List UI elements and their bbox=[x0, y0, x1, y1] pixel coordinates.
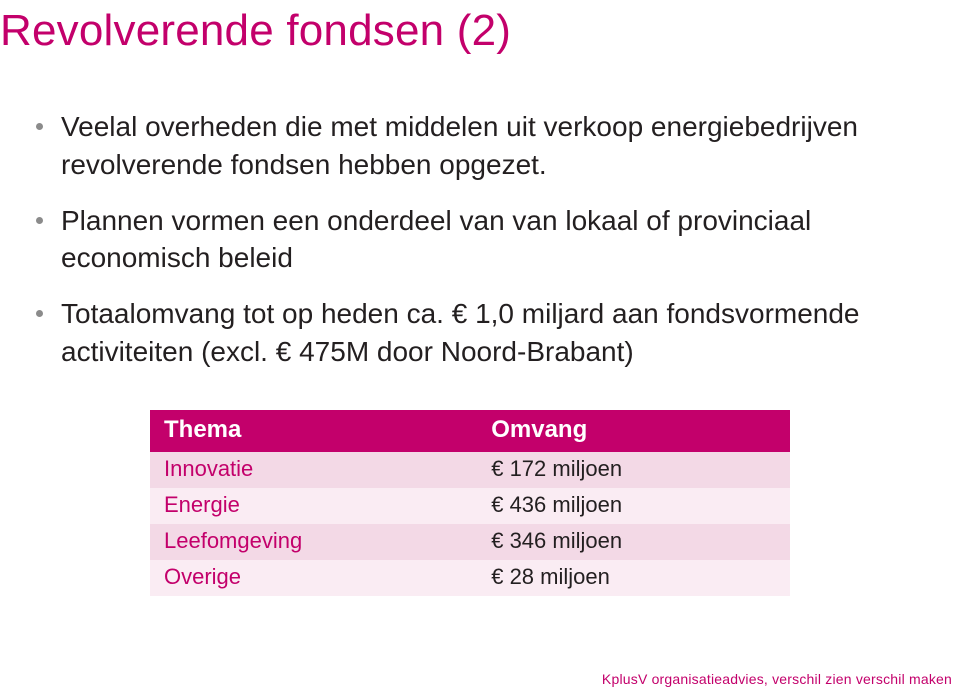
table-cell-value: € 28 miljoen bbox=[477, 560, 790, 596]
bullet-item: Plannen vormen een onderdeel van van lok… bbox=[36, 202, 916, 278]
table-row: Overige € 28 miljoen bbox=[150, 560, 790, 596]
bullet-dot-icon bbox=[36, 123, 43, 130]
bullet-text: Veelal overheden die met middelen uit ve… bbox=[61, 108, 916, 184]
table-header-cell: Omvang bbox=[477, 410, 790, 452]
table-header-cell: Thema bbox=[150, 410, 477, 452]
table-row: Energie € 436 miljoen bbox=[150, 488, 790, 524]
bullet-item: Totaalomvang tot op heden ca. € 1,0 milj… bbox=[36, 295, 916, 371]
table-cell-value: € 172 miljoen bbox=[477, 452, 790, 488]
table-cell-label: Leefomgeving bbox=[150, 524, 477, 560]
theme-table: Thema Omvang Innovatie € 172 miljoen Ene… bbox=[150, 410, 790, 596]
table-row: Innovatie € 172 miljoen bbox=[150, 452, 790, 488]
table-cell-value: € 346 miljoen bbox=[477, 524, 790, 560]
table-cell-label: Innovatie bbox=[150, 452, 477, 488]
bullet-item: Veelal overheden die met middelen uit ve… bbox=[36, 108, 916, 184]
table-container: Thema Omvang Innovatie € 172 miljoen Ene… bbox=[150, 410, 790, 596]
footer-text: KplusV organisatieadvies, verschil zien … bbox=[602, 671, 952, 687]
bullet-dot-icon bbox=[36, 217, 43, 224]
slide-title: Revolverende fondsen (2) bbox=[0, 6, 511, 56]
bullet-text: Plannen vormen een onderdeel van van lok… bbox=[61, 202, 916, 278]
table-row: Leefomgeving € 346 miljoen bbox=[150, 524, 790, 560]
bullet-text: Totaalomvang tot op heden ca. € 1,0 milj… bbox=[61, 295, 916, 371]
bullet-list: Veelal overheden die met middelen uit ve… bbox=[36, 108, 916, 389]
slide: Revolverende fondsen (2) Veelal overhede… bbox=[0, 0, 960, 693]
table-cell-value: € 436 miljoen bbox=[477, 488, 790, 524]
table-cell-label: Energie bbox=[150, 488, 477, 524]
table-header-row: Thema Omvang bbox=[150, 410, 790, 452]
bullet-dot-icon bbox=[36, 310, 43, 317]
table-cell-label: Overige bbox=[150, 560, 477, 596]
